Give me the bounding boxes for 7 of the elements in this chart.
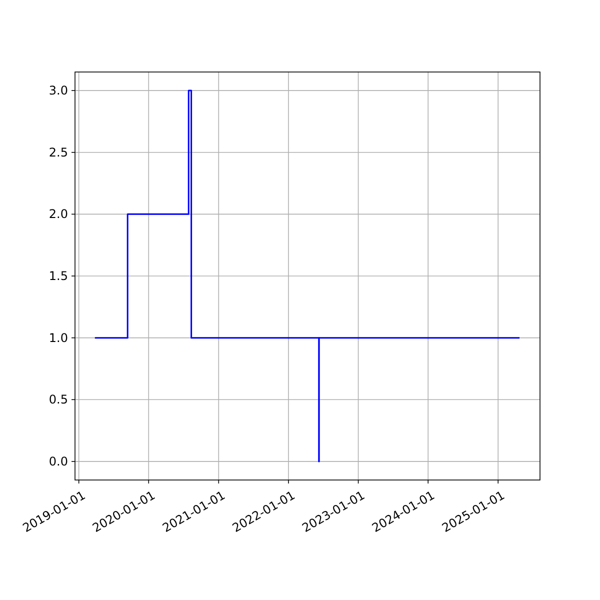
y-tick-label: 0.0 [48,454,68,468]
y-tick-label: 3.0 [48,84,68,98]
y-tick-label: 1.5 [48,269,68,283]
y-tick-label: 0.5 [48,392,68,407]
y-tick-label: 2.0 [48,207,68,222]
y-tick-label: 2.5 [48,145,68,160]
y-tick-label: 1.0 [48,330,68,345]
